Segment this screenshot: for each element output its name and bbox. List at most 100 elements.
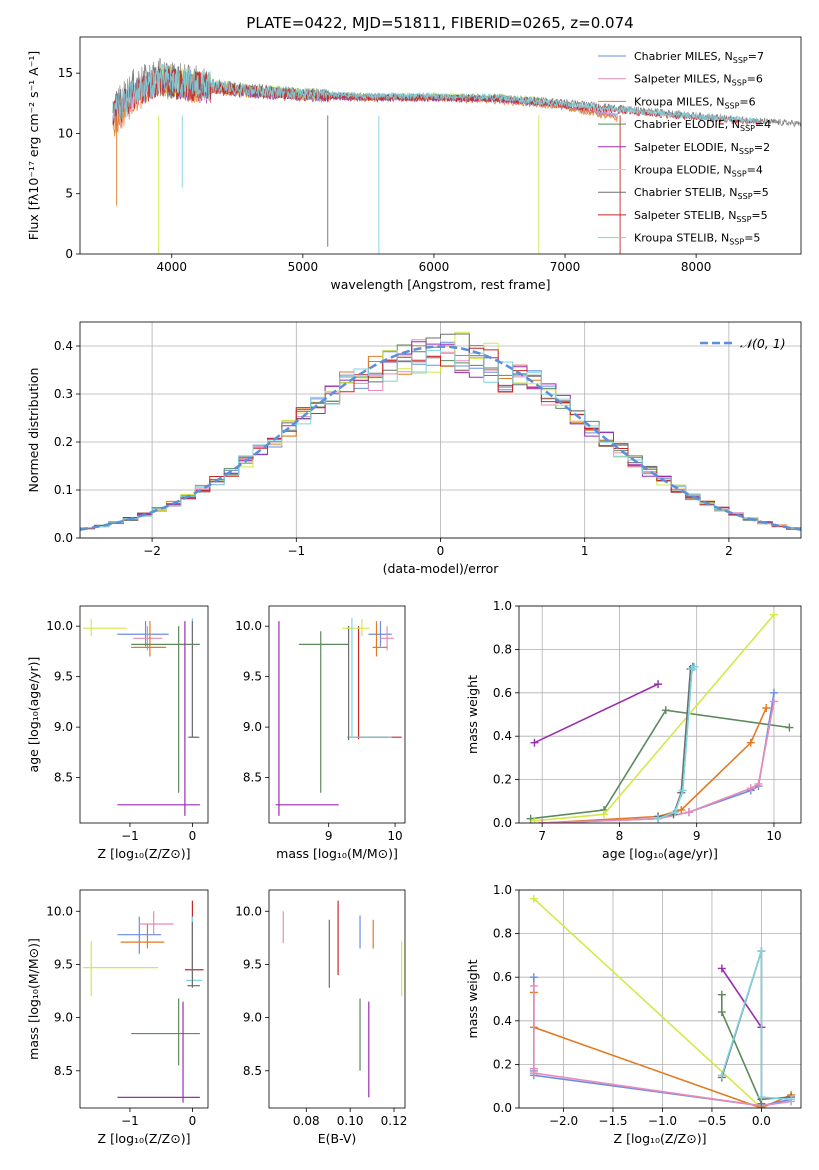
- legend-entry-main: Kroupa MILES, N: [634, 95, 724, 108]
- y-tick-label: 9.0: [243, 1011, 262, 1025]
- weight-marker-salp_miles: [769, 697, 778, 706]
- x-tick-label: 0: [189, 1114, 197, 1128]
- x-axis-label: Z [log₁₀(Z/Z⊙)]: [614, 1131, 707, 1146]
- weight-marker-krou_stelib: [690, 662, 699, 671]
- y-tick-label: 1.0: [493, 883, 512, 897]
- y-tick-label: 9.0: [243, 720, 262, 734]
- x-tick-label: 0.0: [752, 1114, 771, 1128]
- panel-mass_vs_Z: −1 0 8.5 9.0 9.5 10.0 Z [log₁₀(Z/Z⊙)] mass [log…: [26, 889, 209, 1146]
- legend-entry: Salpeter STELIB, NSSP=5: [634, 209, 768, 224]
- grid-lines: [519, 889, 801, 1109]
- legend-entry: Chabrier ELODIE, NSSP=4: [634, 118, 771, 133]
- x-tick-label: 7000: [550, 260, 581, 274]
- weight-marker-krou_elodie: [529, 894, 538, 903]
- weight-marker-krou_stelib: [787, 1095, 796, 1104]
- weight-line-chab_elodie: [530, 709, 790, 820]
- panel-residuals: −2 −1 0 1 2 0.0 0.1 0.2 0.3 0.4 (data-model)/error…: [26, 321, 802, 576]
- axes-frame: [79, 36, 802, 255]
- weight-marker-krou_miles: [762, 703, 771, 712]
- plot-area: [526, 610, 794, 823]
- x-tick-label: −2: [143, 544, 161, 558]
- y-tick-label: 0.8: [493, 642, 512, 656]
- x-axis-label: mass [log₁₀(M/M⊙)]: [276, 846, 398, 861]
- legend-entry-tail: =5: [751, 209, 767, 222]
- y-tick-label: 0.6: [493, 686, 512, 700]
- panel-age_vs_Z: −1 0 8.5 9.0 9.5 10.0 Z [log₁₀(Z/Z⊙)] age [log₁…: [26, 605, 209, 861]
- weight-marker-krou_elodie: [769, 610, 778, 619]
- y-axis-label: mass weight: [465, 959, 480, 1038]
- legend-entry-main: Kroupa ELODIE, N: [634, 164, 732, 177]
- weight-line-salp_miles: [542, 701, 775, 823]
- panel-weight_vs_age: 7 8 9 10 0.0 0.2 0.4 0.6 0.8 1.0 age [log₁₀(age/yr…: [465, 599, 802, 861]
- y-tick-label: 9.5: [243, 670, 262, 684]
- x-tick-label: −1: [121, 829, 139, 843]
- y-tick-label: 10.0: [235, 619, 262, 633]
- weight-marker-krou_elodie: [530, 816, 539, 823]
- weight-line-chab_miles: [542, 692, 775, 823]
- y-tick-label: 0.2: [54, 435, 73, 449]
- x-axis-label: (data-model)/error: [383, 561, 500, 576]
- y-tick-label: 8.5: [54, 1064, 73, 1078]
- legend-entry-tail: =5: [753, 186, 769, 199]
- legend-entry-sub: SSP: [738, 192, 753, 201]
- x-tick-label: 10: [387, 829, 402, 843]
- y-tick-label: 9.0: [54, 720, 73, 734]
- legend-entry-sub: SSP: [729, 238, 744, 247]
- axes: 7 8 9 10 0.0 0.2 0.4 0.6 0.8 1.0 age [log₁₀(age/yr…: [465, 599, 802, 861]
- weight-marker-krou_stelib: [757, 947, 766, 956]
- weight-marker-krou_stelib: [678, 786, 687, 795]
- y-tick-label: 1.0: [493, 599, 512, 613]
- y-tick-label: 0: [65, 247, 73, 261]
- grid-lines: [519, 605, 801, 824]
- weight-marker-krou_miles: [746, 738, 755, 747]
- y-tick-label: 0.4: [54, 339, 73, 353]
- plot-area: [282, 900, 403, 1098]
- y-tick-label: 10.0: [46, 904, 73, 918]
- weight-marker-chab_elodie: [717, 1008, 726, 1017]
- y-tick-label: 0.0: [493, 816, 512, 830]
- axes-frame: [79, 321, 802, 539]
- legend-entry-sub: SSP: [724, 101, 739, 110]
- legend-entry-main: Salpeter ELODIE, N: [634, 141, 739, 154]
- weight-line-krou_elodie: [534, 614, 775, 822]
- y-tick-label: 0.0: [54, 531, 73, 545]
- legend-entry-sub: SSP: [732, 170, 747, 179]
- legend-entry-tail: =5: [744, 232, 760, 245]
- axes-frame: [268, 605, 406, 824]
- weight-line-salp_elodie: [534, 683, 659, 744]
- y-tick-label: 8.5: [243, 1064, 262, 1078]
- axes-frame: [518, 889, 802, 1109]
- y-tick-label: 0.3: [54, 387, 73, 401]
- weight-marker-salp_miles: [538, 819, 547, 823]
- legend-entry: Kroupa ELODIE, NSSP=4: [634, 164, 763, 179]
- weight-line-salp_elodie: [721, 968, 763, 1028]
- legend-entry-sub: SSP: [732, 79, 747, 88]
- y-tick-label: 0.1: [54, 483, 73, 497]
- plot-area: [83, 618, 200, 816]
- legend-entry: Kroupa STELIB, NSSP=5: [634, 232, 760, 247]
- y-tick-label: 0.4: [493, 729, 512, 743]
- plot-area: [80, 331, 801, 538]
- legend-entry: Salpeter ELODIE, NSSP=2: [634, 141, 770, 156]
- legend-entry-main: Salpeter MILES, N: [634, 73, 732, 86]
- legend-entry-tail: =2: [754, 141, 770, 154]
- y-tick-label: 0.4: [493, 1014, 512, 1028]
- legend-entry: Chabrier MILES, NSSP=7: [634, 50, 764, 65]
- weight-marker-salp_miles: [754, 779, 763, 788]
- x-tick-label: 6000: [419, 260, 450, 274]
- legend-entry-sub: SSP: [733, 56, 748, 65]
- weight-marker-krou_stelib: [757, 1093, 766, 1102]
- plot-area: [529, 894, 796, 1108]
- y-tick-label: 10: [58, 126, 73, 140]
- axes: 9 10 8.5 9.0 9.5 10.0 mass [log₁₀(M/M⊙)]: [235, 605, 406, 861]
- legend-entry-main: Kroupa STELIB, N: [634, 232, 729, 245]
- weight-line-krou_miles: [542, 707, 767, 823]
- axes-frame: [518, 605, 802, 824]
- x-axis-label: wavelength [Angstrom, rest frame]: [330, 277, 550, 292]
- weight-marker-krou_elodie: [599, 810, 608, 819]
- legend-entry: Kroupa MILES, NSSP=6: [634, 95, 756, 110]
- y-axis-label: mass weight: [465, 675, 480, 754]
- plot-area: [83, 900, 204, 1103]
- panel-age_vs_mass: 9 10 8.5 9.0 9.5 10.0 mass [log₁₀(M/M⊙)]: [235, 605, 406, 861]
